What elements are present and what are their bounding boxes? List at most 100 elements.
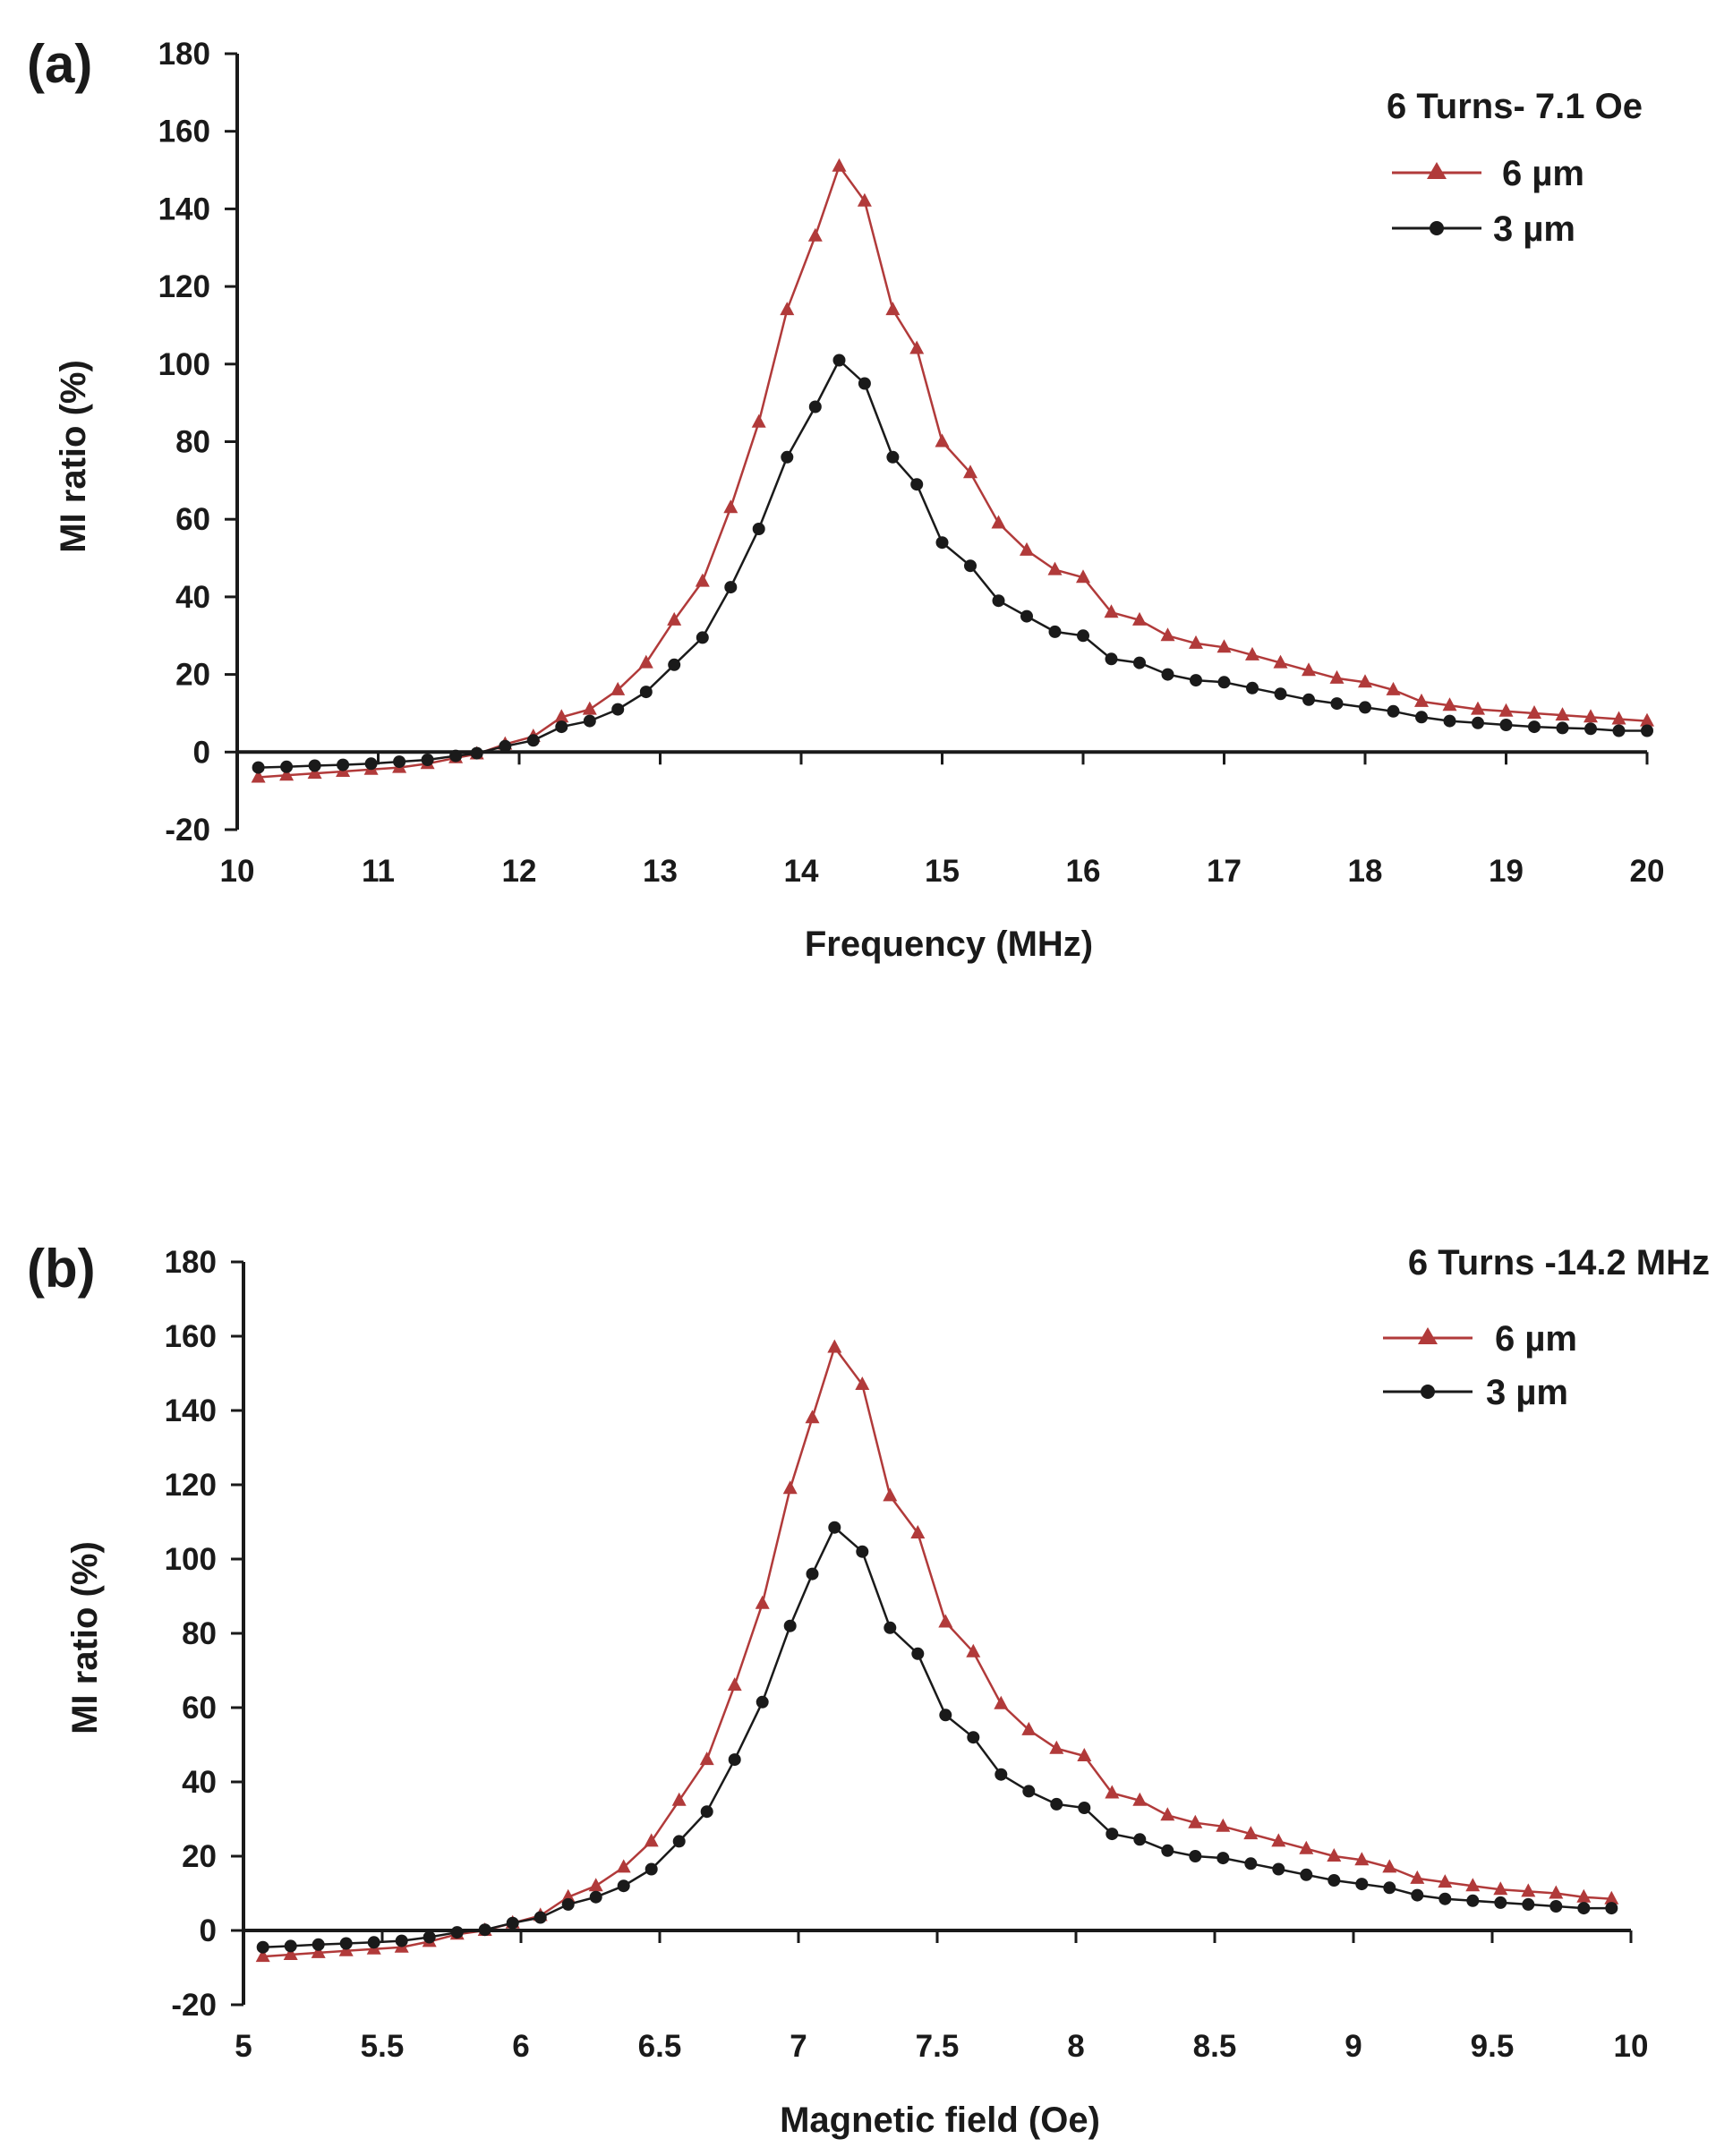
data-point-3um <box>1415 711 1428 724</box>
data-point-6um <box>1611 711 1626 725</box>
data-point-3um <box>1411 1888 1424 1902</box>
data-point-3um <box>583 714 596 728</box>
x-axis-label-a: Frequency (MHz) <box>805 925 1093 964</box>
data-point-3um <box>1105 652 1118 666</box>
data-point-3um <box>828 1521 841 1534</box>
data-point-6um <box>827 1339 842 1353</box>
x-tick-label: 8 <box>1067 2029 1084 2064</box>
data-point-3um <box>696 631 709 644</box>
data-point-3um <box>832 354 846 367</box>
data-point-6um <box>1382 1859 1397 1873</box>
data-point-6um <box>1243 1826 1259 1840</box>
data-point-3um <box>617 1879 630 1893</box>
data-point-3um <box>1641 724 1653 737</box>
data-point-3um <box>611 703 625 716</box>
data-point-3um <box>1161 668 1174 681</box>
data-point-6um <box>311 1944 326 1958</box>
y-tick-label: 120 <box>158 269 210 304</box>
x-tick-label: 17 <box>1207 854 1242 889</box>
x-tick-label: 16 <box>1066 854 1101 889</box>
x-tick-label: 19 <box>1489 854 1524 889</box>
data-point-3um <box>367 1936 380 1949</box>
data-point-3um <box>884 1621 897 1634</box>
data-point-3um <box>506 1916 519 1930</box>
data-point-3um <box>1387 704 1400 718</box>
data-point-6um <box>910 1525 926 1538</box>
data-point-6um <box>966 1643 981 1657</box>
x-tick-label: 5.5 <box>361 2029 405 2064</box>
data-point-6um <box>855 1376 870 1390</box>
data-point-3um <box>393 755 406 769</box>
y-axis-label-b: MI ratio (%) <box>65 1541 105 1734</box>
data-point-3um <box>555 720 568 734</box>
data-point-3um <box>1438 1892 1452 1905</box>
data-point-6um <box>1105 1785 1120 1799</box>
data-point-3um <box>1584 722 1597 736</box>
data-point-3um <box>499 739 512 753</box>
data-point-6um <box>885 302 901 316</box>
data-point-3um <box>1246 681 1259 695</box>
y-tick-label: 20 <box>182 1839 217 1874</box>
data-point-6um <box>644 1833 659 1847</box>
data-point-3um <box>1020 609 1033 623</box>
data-point-3um <box>992 594 1005 608</box>
data-point-3um <box>1443 714 1456 728</box>
data-point-6um <box>1354 1852 1370 1866</box>
data-point-6um <box>699 1751 714 1766</box>
data-point-3um <box>806 1567 819 1581</box>
y-tick-label: 160 <box>158 115 210 149</box>
legend-label-6um-b: 6 µm <box>1495 1319 1577 1359</box>
data-point-3um <box>995 1768 1008 1781</box>
data-point-6um <box>1077 1748 1092 1761</box>
series-line-3um-a <box>258 358 1647 769</box>
data-point-6um <box>1555 707 1570 721</box>
data-point-3um <box>1133 656 1146 669</box>
data-point-3um <box>423 1930 436 1944</box>
data-point-6um <box>1076 569 1090 584</box>
data-point-3um <box>939 1709 952 1722</box>
y-axis-label-a: MI ratio (%) <box>54 360 93 553</box>
data-point-6um <box>1049 1740 1064 1754</box>
data-point-3um <box>1605 1902 1618 1915</box>
x-tick-label: 13 <box>643 854 678 889</box>
data-point-6um <box>805 1410 820 1424</box>
data-point-3um <box>724 581 738 594</box>
data-point-3um <box>1577 1902 1591 1915</box>
data-point-3um <box>1499 719 1513 731</box>
data-point-6um <box>695 573 710 587</box>
x-tick-label: 18 <box>1348 854 1383 889</box>
legend-label-6um-a: 6 µm <box>1502 154 1584 193</box>
data-point-3um <box>1078 1802 1091 1814</box>
x-tick-label: 20 <box>1630 854 1665 889</box>
data-point-3um <box>639 686 653 699</box>
y-tick-label: -20 <box>165 813 210 848</box>
y-tick-label: 140 <box>158 192 210 226</box>
data-point-3um <box>910 478 924 491</box>
y-tick-label: -20 <box>171 1988 217 2023</box>
data-point-6um <box>935 433 950 447</box>
y-tick-label: 60 <box>182 1691 217 1726</box>
data-point-6um <box>1442 697 1457 712</box>
data-point-6um <box>283 1947 298 1960</box>
data-point-6um <box>1299 1840 1314 1854</box>
data-point-3um <box>284 1939 297 1953</box>
data-point-6um <box>1047 561 1063 575</box>
data-point-3um <box>312 1938 325 1951</box>
data-point-6um <box>1498 703 1514 717</box>
legend-label-3um-b: 3 µm <box>1486 1373 1568 1412</box>
data-point-3um <box>911 1647 925 1660</box>
data-point-6um <box>857 192 872 207</box>
data-point-6um <box>780 302 795 316</box>
data-point-6um <box>671 1792 687 1806</box>
x-axis-label-b: Magnetic field (Oe) <box>780 2101 1100 2140</box>
data-point-3um <box>589 1890 602 1904</box>
data-point-3um <box>1359 701 1371 714</box>
legend-title-a: 6 Turns- 7.1 Oe <box>1387 87 1643 126</box>
data-point-3um <box>1161 1844 1174 1857</box>
x-tick-label: 5 <box>235 2029 252 2064</box>
data-point-6um <box>1216 1818 1231 1832</box>
data-point-6um <box>807 227 823 242</box>
data-point-3um <box>1383 1881 1396 1895</box>
data-point-3um <box>1272 1862 1285 1876</box>
